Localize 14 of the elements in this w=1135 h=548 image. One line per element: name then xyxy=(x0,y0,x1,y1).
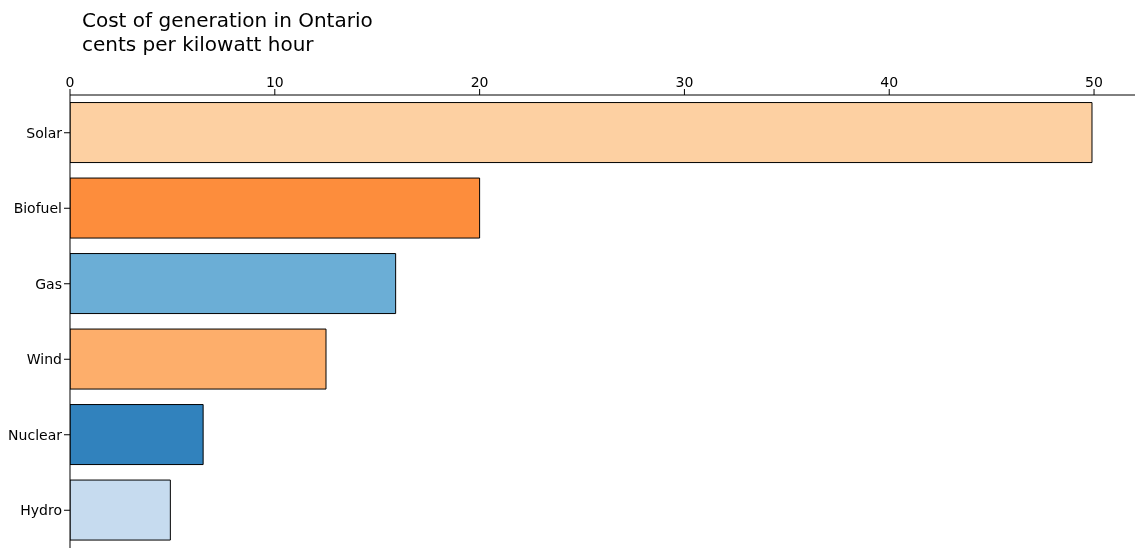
y-tick-label: Wind xyxy=(26,351,62,368)
x-tick-label: 50 xyxy=(1085,74,1103,90)
y-tick-label: Biofuel xyxy=(13,200,62,217)
chart-subtitle: cents per kilowatt hour xyxy=(82,32,315,56)
y-tick-label: Gas xyxy=(35,275,62,292)
x-tick-label: 30 xyxy=(675,74,694,90)
chart-title: Cost of generation in Ontario xyxy=(82,8,373,32)
x-tick-label: 10 xyxy=(265,74,284,90)
x-tick-label: 40 xyxy=(880,74,899,90)
y-tick-label: Nuclear xyxy=(8,426,63,443)
x-tick-label: 0 xyxy=(65,74,75,90)
y-tick-label: Solar xyxy=(26,124,63,141)
x-tick-label: 20 xyxy=(470,74,489,90)
y-tick-label: Hydro xyxy=(20,502,62,519)
